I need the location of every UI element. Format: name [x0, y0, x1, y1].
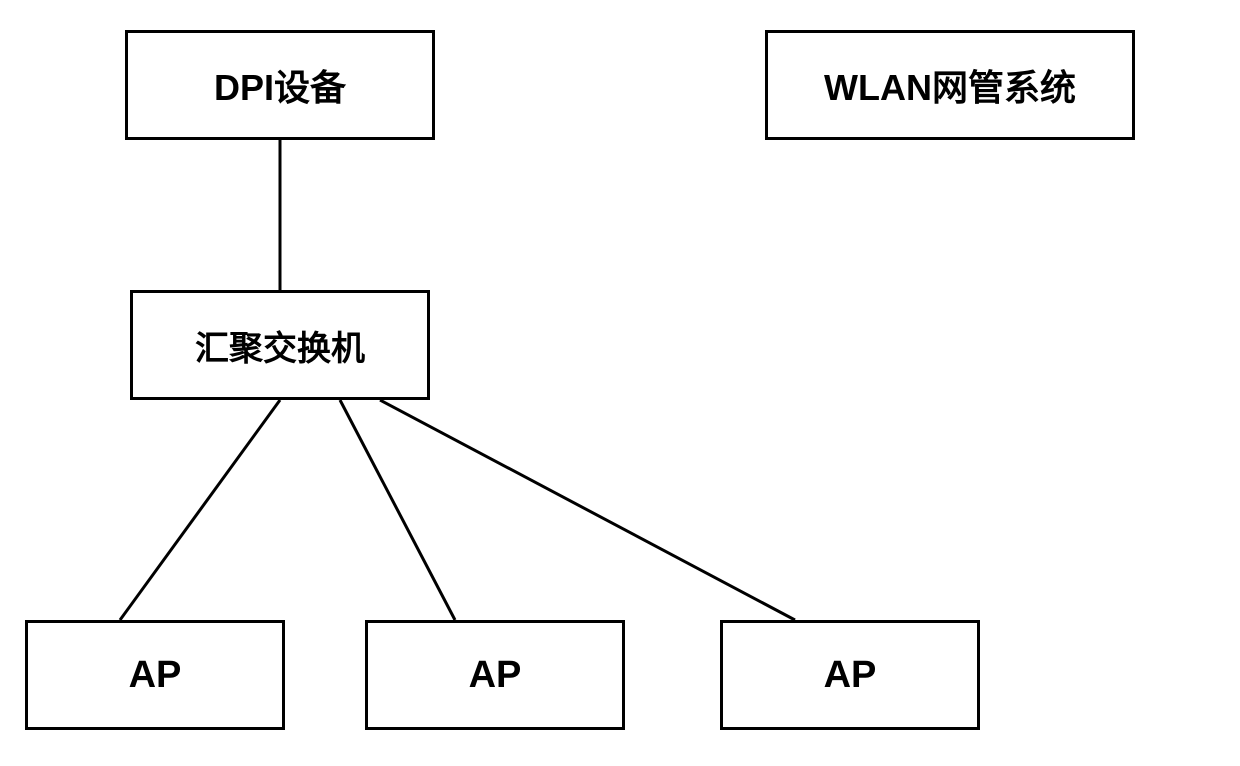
node-ap2: AP	[365, 620, 625, 730]
node-ap1-label: AP	[129, 654, 182, 697]
edge-switch-ap3	[380, 400, 795, 620]
node-wlan: WLAN网管系统	[765, 30, 1135, 140]
node-ap2-label: AP	[469, 654, 522, 697]
node-switch-label: 汇聚交换机	[195, 321, 365, 370]
node-ap1: AP	[25, 620, 285, 730]
edge-switch-ap2	[340, 400, 455, 620]
node-dpi-label: DPI设备	[214, 59, 346, 111]
node-ap3: AP	[720, 620, 980, 730]
node-dpi: DPI设备	[125, 30, 435, 140]
node-ap3-label: AP	[824, 654, 877, 697]
node-switch: 汇聚交换机	[130, 290, 430, 400]
edge-switch-ap1	[120, 400, 280, 620]
node-wlan-label: WLAN网管系统	[824, 59, 1076, 111]
